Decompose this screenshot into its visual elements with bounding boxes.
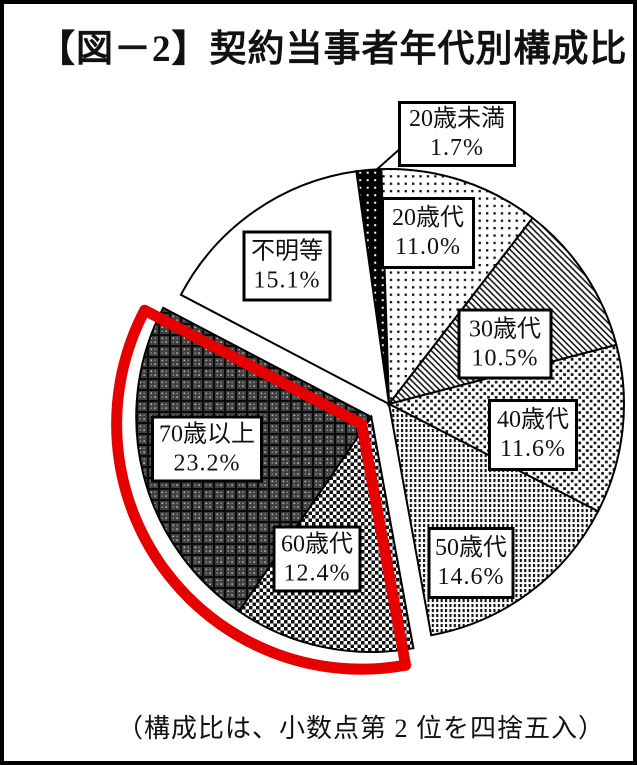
slice-label-text: 20歳代 — [392, 205, 464, 231]
slice-value-text: 14.6% — [437, 564, 505, 590]
slice-value-text: 23.2% — [173, 450, 241, 476]
slice-label-text: 20歳未満 — [409, 106, 505, 132]
slice-label-text: 30歳代 — [469, 316, 541, 342]
label-leader-group — [374, 146, 403, 172]
slice-label-box-0: 20歳未満 1.7% — [398, 101, 516, 167]
slice-label-box-3: 40歳代 11.6% — [488, 399, 578, 471]
slice-label-box-1: 20歳代 11.0% — [381, 197, 475, 269]
slice-label-text: 70歳以上 — [159, 421, 255, 447]
slice-label-text: 40歳代 — [497, 407, 569, 433]
slice-value-text: 1.7% — [430, 135, 484, 161]
slice-label-box-6: 70歳以上 23.2% — [151, 415, 263, 483]
slice-label-text: 不明等 — [251, 238, 323, 264]
highlight-outline — [111, 304, 412, 675]
slice-label-box-4: 50歳代 14.6% — [427, 527, 515, 599]
pie-chart — [111, 146, 625, 675]
slice-value-text: 10.5% — [471, 345, 539, 371]
slice-value-text: 15.1% — [253, 267, 321, 293]
slice-label-text: 50歳代 — [435, 535, 507, 561]
slice-label-box-2: 30歳代 10.5% — [457, 308, 553, 380]
slice-value-text: 11.6% — [499, 436, 567, 462]
slice-value-text: 11.0% — [394, 234, 462, 260]
footnote: （構成比は、小数点第 2 位を四捨五入） — [116, 714, 605, 743]
highlight-outline-group — [111, 304, 412, 675]
slice-label-text: 60歳代 — [281, 531, 353, 557]
slice-value-text: 12.4% — [283, 560, 351, 586]
chart-title: 【図－2】契約当事者年代別構成比 — [38, 29, 628, 70]
slice-label-box-7: 不明等 15.1% — [242, 230, 332, 302]
slice-label-box-5: 60歳代 12.4% — [272, 525, 362, 593]
label-leader-line — [374, 146, 403, 172]
